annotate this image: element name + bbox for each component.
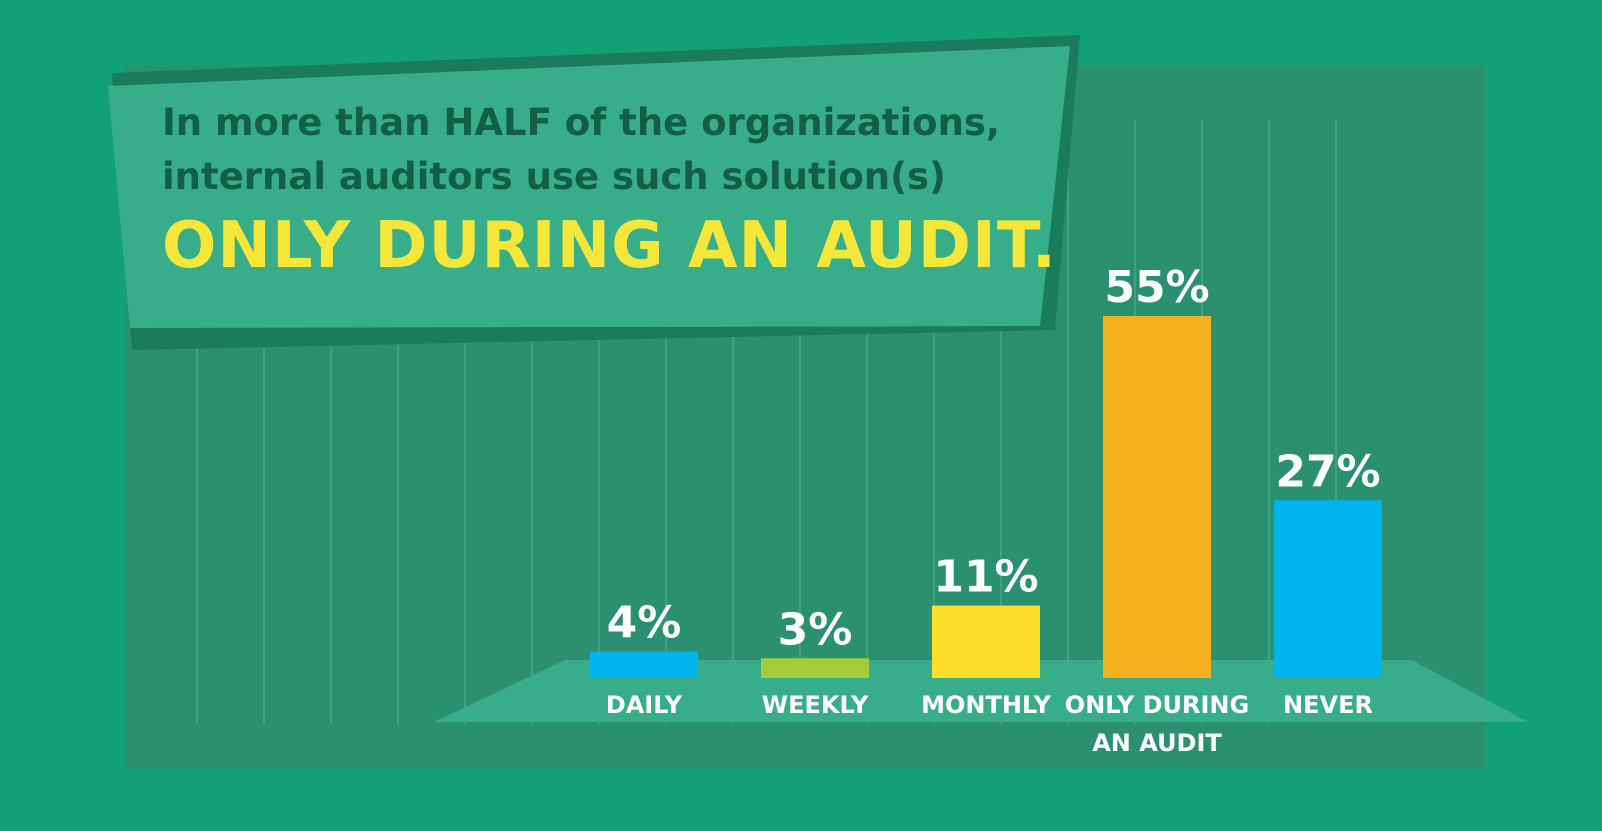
category-label: NEVER [1283, 691, 1373, 719]
lead-line-1: In more than HALF of the organizations, [162, 101, 1000, 144]
bar [590, 651, 698, 678]
bar [1103, 316, 1211, 678]
category-label: MONTHLY [921, 691, 1051, 719]
value-label: 27% [1275, 446, 1380, 497]
bar [932, 605, 1040, 678]
value-label: 55% [1104, 262, 1209, 313]
category-label: ONLY DURING [1065, 691, 1249, 719]
title-banner [108, 46, 1070, 328]
title-block: In more than HALF of the organizations, … [162, 96, 1057, 288]
value-label: 11% [933, 552, 1038, 603]
category-label: WEEKLY [762, 691, 869, 719]
bar [1274, 500, 1382, 678]
category-label: DAILY [606, 691, 683, 719]
lead-line-2: internal auditors use such solution(s) [162, 155, 946, 198]
value-label: 4% [607, 598, 682, 649]
value-label: 3% [778, 604, 853, 655]
category-label: AN AUDIT [1092, 729, 1222, 757]
headline: ONLY DURING AN AUDIT. [162, 209, 1058, 283]
chart-floor [434, 660, 1528, 722]
bar [761, 658, 869, 678]
